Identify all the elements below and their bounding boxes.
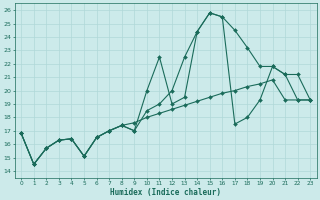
X-axis label: Humidex (Indice chaleur): Humidex (Indice chaleur) — [110, 188, 221, 197]
